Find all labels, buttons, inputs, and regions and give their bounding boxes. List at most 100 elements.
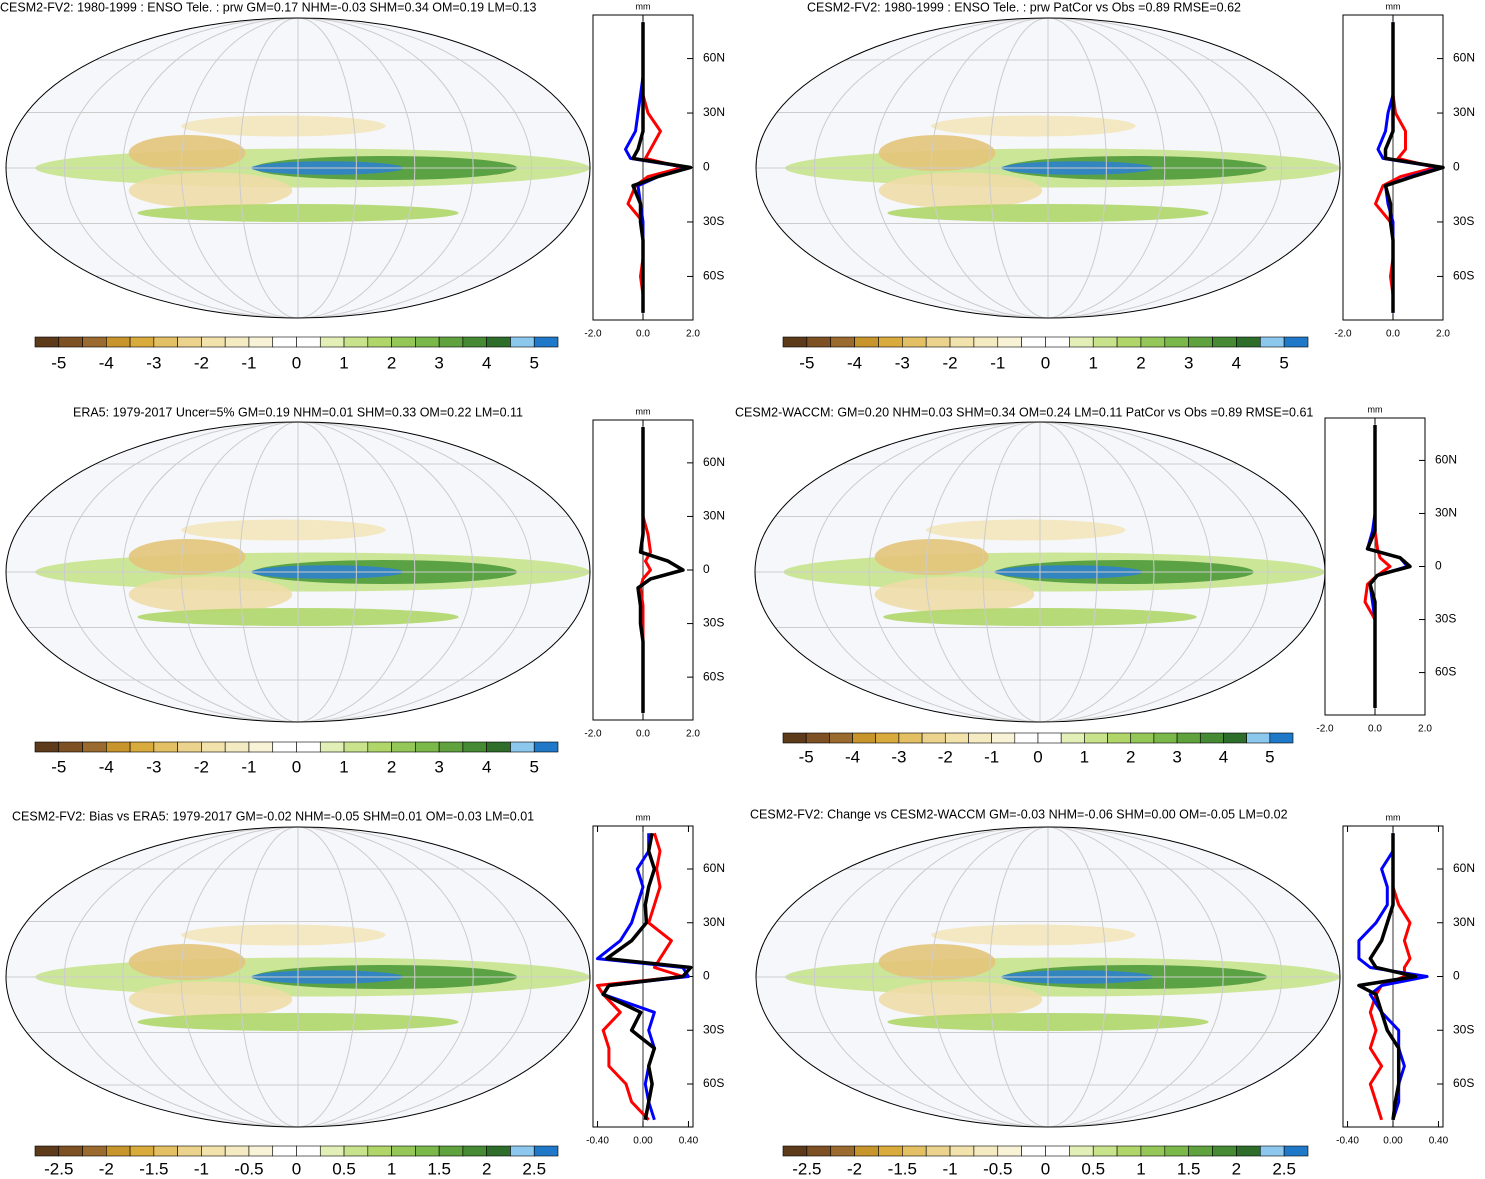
colorbar-box <box>997 1145 1022 1157</box>
colorbar-box <box>1164 1145 1189 1157</box>
colorbar-box <box>82 741 107 753</box>
profile-line <box>1357 833 1429 1121</box>
colorbar-box <box>224 336 250 348</box>
profile-unit: mm <box>636 406 651 416</box>
colorbar-tick-label: -2 <box>194 353 209 372</box>
y-tick-label: 60N <box>703 455 725 469</box>
colorbar-tick-label: -3 <box>146 353 161 372</box>
colorbar-box <box>272 741 297 753</box>
colorbar-box <box>391 741 416 753</box>
colorbar-box <box>510 1145 535 1157</box>
colorbar-box <box>224 741 250 753</box>
colorbar-tick-label: 1 <box>387 1159 396 1178</box>
colorbar-box <box>1153 732 1178 744</box>
y-tick-label: 30N <box>1453 915 1475 929</box>
colorbar-tick-label: 2.5 <box>1272 1159 1296 1178</box>
colorbar-tick-label: 5 <box>529 353 538 372</box>
colorbar-tick-label: 5 <box>1265 747 1274 766</box>
map-border <box>755 17 1341 319</box>
colorbar-tick-label: 3 <box>434 757 443 776</box>
x-tick-label: 2.0 <box>686 729 700 740</box>
map-field <box>874 576 1035 613</box>
y-tick-label: 30S <box>703 616 724 630</box>
y-tick-label: 60N <box>703 51 725 65</box>
colorbar-box <box>1084 732 1108 744</box>
y-tick-label: 30S <box>1453 1022 1474 1036</box>
colorbar-box <box>415 336 440 348</box>
colorbar-box <box>367 336 392 348</box>
y-tick-label: 0 <box>703 562 710 576</box>
colorbar-tick-label: 4 <box>1219 747 1228 766</box>
map-field <box>931 924 1136 946</box>
colorbar-box <box>153 1145 178 1157</box>
colorbar-box <box>782 732 807 744</box>
y-tick-label: 0 <box>703 969 710 983</box>
profile-line <box>1357 833 1418 1121</box>
colorbar-tick-label: 2 <box>387 353 396 372</box>
y-tick-label: 30N <box>703 915 725 929</box>
x-tick-label: 0.0 <box>636 329 650 340</box>
colorbar-tick-label: 0 <box>1033 747 1042 766</box>
colorbar-box <box>878 336 903 348</box>
colorbar-box <box>34 1145 60 1157</box>
colorbar-box <box>944 732 969 744</box>
colorbar-tick-label: 4 <box>482 757 491 776</box>
colorbar-box <box>830 336 855 348</box>
x-tick-label: -0.40 <box>586 1136 609 1147</box>
colorbar-tick-label: -1 <box>194 1159 209 1178</box>
colorbar-box <box>58 741 83 753</box>
colorbar-tick-label: 2 <box>1126 747 1135 766</box>
colorbar-box <box>486 336 511 348</box>
profile-unit: mm <box>636 812 651 822</box>
colorbar-box <box>1045 336 1070 348</box>
colorbar-box <box>438 741 464 753</box>
colorbar-box <box>533 336 559 348</box>
y-tick-label: 30S <box>703 1022 724 1036</box>
colorbar-box <box>921 732 946 744</box>
y-tick-label: 60N <box>703 861 725 875</box>
colorbar-box <box>1212 336 1237 348</box>
y-tick-label: 60N <box>1453 51 1475 65</box>
colorbar-box <box>58 336 83 348</box>
y-tick-label: 30S <box>1435 612 1456 626</box>
y-tick-label: 60N <box>1435 453 1457 467</box>
colorbar-box <box>782 1145 808 1157</box>
colorbar-tick-label: -0.5 <box>234 1159 263 1178</box>
colorbar-box <box>1246 732 1271 744</box>
colorbar-box <box>1069 1145 1094 1157</box>
colorbar-box <box>878 1145 903 1157</box>
colorbar-tick-label: 0.5 <box>332 1159 356 1178</box>
colorbar-tick-label: -2 <box>194 757 209 776</box>
colorbar-tick-label: -2 <box>99 1159 114 1178</box>
colorbar-box <box>438 336 464 348</box>
colorbar-box <box>806 1145 832 1157</box>
map-fields <box>756 18 1340 318</box>
panel-title: CESM2-FV2: Bias vs ERA5: 1979-2017 GM=-0… <box>12 809 534 823</box>
colorbar-tick-label: -5 <box>799 747 814 766</box>
x-tick-label: 2.0 <box>686 329 700 340</box>
colorbar-box <box>224 1145 250 1157</box>
profile-line <box>601 832 693 1121</box>
colorbar-box <box>902 1145 927 1157</box>
profile-line <box>1383 22 1445 313</box>
colorbar-tick-label: -3 <box>146 757 161 776</box>
colorbar-box <box>854 1145 879 1157</box>
colorbar-box <box>510 741 535 753</box>
profile-unit: mm <box>1386 812 1401 822</box>
colorbar-box <box>1140 1145 1166 1157</box>
y-tick-label: 0 <box>1453 969 1460 983</box>
colorbar-box <box>1037 732 1062 744</box>
map-field <box>878 944 996 980</box>
colorbar-box <box>415 1145 440 1157</box>
colorbar-box <box>343 741 369 753</box>
colorbar-box <box>201 741 226 753</box>
colorbar-tick-label: 3 <box>1184 353 1193 372</box>
colorbar-box <box>1283 1145 1309 1157</box>
map-field <box>128 981 293 1018</box>
colorbar-tick-label: -1 <box>990 353 1005 372</box>
colorbar-box <box>296 336 321 348</box>
colorbar-box <box>1164 336 1189 348</box>
colorbar-box <box>1269 732 1294 744</box>
colorbar-tick-label: -1.5 <box>139 1159 168 1178</box>
colorbar-tick-label: 1 <box>1088 353 1097 372</box>
